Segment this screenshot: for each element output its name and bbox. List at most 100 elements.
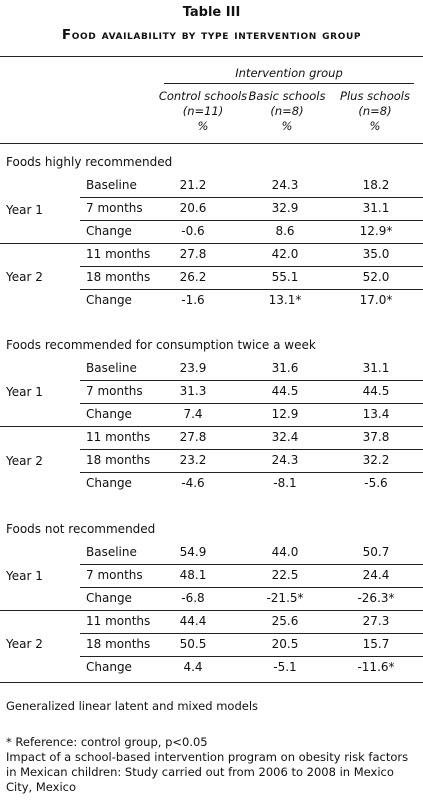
cell-basic: 24.3 bbox=[271, 453, 299, 467]
year-label: Year 2 bbox=[6, 454, 43, 468]
cell-plus: 37.8 bbox=[362, 430, 390, 444]
row-label: 7 months bbox=[86, 201, 143, 215]
cell-control: 26.2 bbox=[179, 270, 207, 284]
cell-basic: 42.0 bbox=[271, 247, 299, 261]
cell-plus: 31.1 bbox=[362, 361, 390, 375]
cell-basic: 32.4 bbox=[271, 430, 299, 444]
cell-plus: 32.2 bbox=[362, 453, 390, 467]
cell-control: -6.8 bbox=[181, 591, 205, 605]
cell-control: 23.9 bbox=[179, 361, 207, 375]
row-rule bbox=[80, 587, 423, 588]
cell-plus: 52.0 bbox=[362, 270, 390, 284]
cell-basic: 44.0 bbox=[271, 545, 299, 559]
cell-basic: 25.6 bbox=[271, 614, 299, 628]
row-label: 11 months bbox=[86, 430, 151, 444]
row-label: 7 months bbox=[86, 568, 143, 582]
cell-basic: 13.1* bbox=[268, 293, 302, 307]
column-unit: % bbox=[281, 119, 293, 133]
cell-plus: -26.3* bbox=[357, 591, 395, 605]
cell-basic: -5.1 bbox=[273, 660, 297, 674]
cell-plus: 24.4 bbox=[362, 568, 390, 582]
cell-plus: -11.6* bbox=[357, 660, 395, 674]
cell-control: 23.2 bbox=[179, 453, 207, 467]
section-title: Foods not recommended bbox=[6, 522, 156, 536]
year-label: Year 2 bbox=[6, 270, 43, 284]
cell-basic: 20.5 bbox=[271, 637, 299, 651]
row-label: Change bbox=[86, 407, 132, 421]
row-label: Baseline bbox=[86, 361, 137, 375]
cell-control: -4.6 bbox=[181, 476, 205, 490]
year-label: Year 1 bbox=[6, 203, 43, 217]
table-title: Table III bbox=[182, 5, 241, 20]
cell-basic: -21.5* bbox=[266, 591, 304, 605]
row-rule bbox=[80, 380, 423, 381]
cell-plus: 50.7 bbox=[362, 545, 390, 559]
cell-control: 4.4 bbox=[183, 660, 203, 674]
cell-basic: 44.5 bbox=[271, 384, 299, 398]
cell-control: 7.4 bbox=[183, 407, 203, 421]
cell-control: 50.5 bbox=[179, 637, 207, 651]
cell-basic: 8.6 bbox=[275, 224, 295, 238]
cell-control: -0.6 bbox=[181, 224, 205, 238]
row-label: 18 months bbox=[86, 453, 151, 467]
row-rule bbox=[80, 289, 423, 290]
cell-plus: 13.4 bbox=[362, 407, 390, 421]
cell-basic: 32.9 bbox=[271, 201, 299, 215]
model-note: Generalized linear latent and mixed mode… bbox=[6, 699, 259, 713]
cell-plus: -5.6 bbox=[364, 476, 388, 490]
cell-control: 44.4 bbox=[179, 614, 207, 628]
row-rule bbox=[80, 403, 423, 404]
row-label: Change bbox=[86, 224, 132, 238]
row-label: Baseline bbox=[86, 545, 137, 559]
cell-plus: 35.0 bbox=[362, 247, 390, 261]
column-n: (n=8) bbox=[358, 104, 392, 118]
cell-basic: 31.6 bbox=[271, 361, 299, 375]
column-header-plus: Plus schools (n=8) % bbox=[330, 89, 420, 134]
cell-control: 20.6 bbox=[179, 201, 207, 215]
cell-control: 48.1 bbox=[179, 568, 207, 582]
row-rule bbox=[80, 220, 423, 221]
cell-control: 27.8 bbox=[179, 430, 207, 444]
row-label: 18 months bbox=[86, 637, 151, 651]
block-rule bbox=[0, 610, 423, 611]
column-unit: % bbox=[369, 119, 381, 133]
cell-plus: 17.0* bbox=[359, 293, 393, 307]
intervention-group-header: Intervention group bbox=[235, 66, 343, 80]
column-name: Plus schools bbox=[340, 89, 410, 103]
cell-control: 21.2 bbox=[179, 178, 207, 192]
row-label: Change bbox=[86, 476, 132, 490]
cell-control: -1.6 bbox=[181, 293, 205, 307]
cell-basic: -8.1 bbox=[273, 476, 297, 490]
column-header-control: Control schools (n=11) % bbox=[158, 89, 248, 134]
reference-note: * Reference: control group, p<0.05 bbox=[6, 735, 208, 749]
cell-plus: 15.7 bbox=[362, 637, 390, 651]
column-header-basic: Basic schools (n=8) % bbox=[242, 89, 332, 134]
cell-control: 54.9 bbox=[179, 545, 207, 559]
block-rule bbox=[0, 426, 423, 427]
cell-control: 27.8 bbox=[179, 247, 207, 261]
column-n: (n=11) bbox=[182, 104, 224, 118]
cell-basic: 22.5 bbox=[271, 568, 299, 582]
row-rule bbox=[80, 656, 423, 657]
header-bottom-rule bbox=[0, 143, 423, 144]
cell-basic: 55.1 bbox=[271, 270, 299, 284]
cell-basic: 24.3 bbox=[271, 178, 299, 192]
row-label: 11 months bbox=[86, 614, 151, 628]
row-rule bbox=[80, 449, 423, 450]
cell-plus: 12.9* bbox=[359, 224, 393, 238]
section-title: Foods recommended for consumption twice … bbox=[6, 338, 316, 352]
bottom-rule bbox=[0, 682, 423, 683]
year-label: Year 1 bbox=[6, 385, 43, 399]
row-label: 11 months bbox=[86, 247, 151, 261]
cell-plus: 44.5 bbox=[362, 384, 390, 398]
row-label: 7 months bbox=[86, 384, 143, 398]
cell-plus: 27.3 bbox=[362, 614, 390, 628]
column-unit: % bbox=[197, 119, 209, 133]
cell-plus: 18.2 bbox=[362, 178, 390, 192]
row-label: Change bbox=[86, 591, 132, 605]
column-name: Control schools bbox=[158, 89, 248, 103]
row-rule bbox=[80, 266, 423, 267]
group-header-rule bbox=[164, 83, 414, 84]
row-label: Change bbox=[86, 293, 132, 307]
